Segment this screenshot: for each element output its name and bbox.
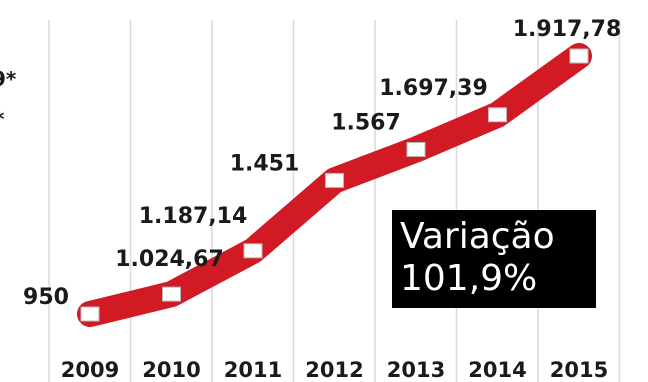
marker-2009 [80, 306, 100, 322]
data-label-2012: 1.451 [230, 151, 300, 176]
marker-2014 [488, 107, 507, 123]
data-label-2010: 1.024,67 [115, 247, 224, 272]
marker-2015 [569, 48, 589, 64]
marker-2012 [325, 172, 344, 188]
data-label-2009: 950 [23, 285, 69, 310]
marker-2010 [162, 286, 181, 302]
marker-2013 [406, 142, 426, 158]
tick-label-2009: 2009 [61, 358, 119, 382]
marker-2011 [243, 243, 263, 259]
data-label-2014: 1.697,39 [379, 76, 488, 101]
tick-label-2012: 2012 [305, 358, 363, 382]
markers [80, 48, 589, 322]
data-label-2013: 1.567 [331, 111, 401, 136]
data-labels: 950 1.024,67 1.187,14 1.451 1.567 1.697,39 1.9… [23, 17, 621, 310]
tick-label-2010: 2010 [142, 358, 200, 382]
data-label-2011: 1.187,14 [139, 204, 248, 229]
left-fragment-1: 9* [0, 67, 17, 91]
data-label-2015: 1.917,78 [513, 17, 622, 42]
tick-label-2013: 2013 [387, 358, 445, 382]
variation-callout: Variação 101,9% [392, 210, 596, 308]
tick-label-2011: 2011 [224, 358, 282, 382]
x-axis-ticks: 2009 2010 2011 2012 2013 2014 2015 [61, 358, 608, 382]
left-fragment-2: * [0, 107, 5, 131]
callout-value: 101,9% [400, 258, 538, 299]
tick-label-2015: 2015 [550, 358, 608, 382]
callout-title: Variação [400, 216, 555, 257]
tick-label-2014: 2014 [468, 358, 526, 382]
